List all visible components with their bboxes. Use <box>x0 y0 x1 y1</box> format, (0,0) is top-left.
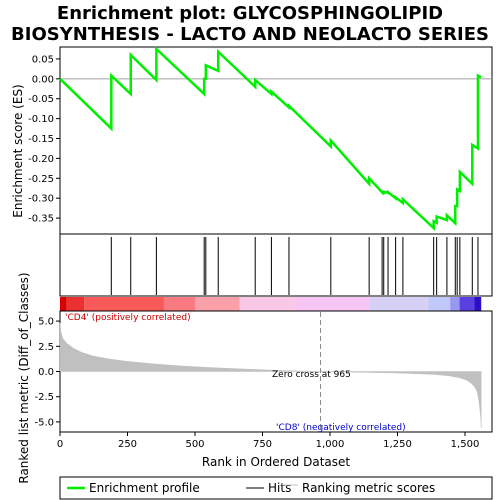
heat-bar-segment <box>474 297 482 311</box>
es-y-axis-label: Enrichment score (ES) <box>11 84 25 217</box>
legend-box <box>59 476 493 500</box>
x-tick-label: 1,500 <box>451 439 480 450</box>
es-y-tick-label: -0.20 <box>28 154 54 165</box>
hits-panel-frame <box>59 233 493 297</box>
enrichment-profile-line <box>59 46 482 231</box>
metric-y-tick-label: 5.0 <box>38 317 54 328</box>
heat-bar-segment <box>459 297 475 311</box>
hits-markers <box>110 237 479 295</box>
positive-class-label: 'CD4' (positively correlated) <box>65 313 191 323</box>
x-axis-label: Rank in Ordered Dataset <box>202 455 350 469</box>
es-y-tick-label: -0.10 <box>28 114 54 125</box>
legend-enrichment-label: Enrichment profile <box>89 481 200 495</box>
metric-y-tick-label: -5.0 <box>34 417 54 428</box>
heat-bar-segment <box>60 297 67 311</box>
heat-bar-segment <box>369 297 429 311</box>
es-y-tick-label: -0.30 <box>28 194 54 205</box>
x-tick-label: 500 <box>185 439 204 450</box>
es-y-tick-label: -0.15 <box>28 134 54 145</box>
x-tick-label: 750 <box>253 439 272 450</box>
metric-y-tick-label: 0.0 <box>38 367 54 378</box>
negative-class-label: 'CD8' (negatively correlated) <box>276 423 406 433</box>
x-tick-label: 1,250 <box>383 439 412 450</box>
heat-bar-segment <box>239 297 295 311</box>
es-y-tick-label: -0.25 <box>28 174 54 185</box>
es-y-axis: 0.05 0.00 -0.05 -0.10 -0.15 -0.20 -0.25 -0.30 -0… <box>28 54 60 225</box>
metric-y-tick-label: 2.5 <box>38 342 54 353</box>
legend-metric-label: Ranking metric scores <box>302 481 435 495</box>
es-y-tick-label: -0.05 <box>28 94 54 105</box>
ranking-metric-area <box>59 323 482 428</box>
es-y-tick-label: 0.05 <box>32 54 54 65</box>
es-y-tick-label: -0.35 <box>28 214 54 225</box>
title-line-2: BIOSYNTHESIS - LACTO AND NEOLACTO SERIES <box>11 24 489 45</box>
x-tick-label: 1,000 <box>316 439 345 450</box>
metric-y-axis: 5.0 2.5 0.0 -2.5 -5.0 <box>34 317 60 428</box>
heat-bar-segment <box>428 297 451 311</box>
x-tick-label: 0 <box>57 439 63 450</box>
zero-cross-label: Zero cross at 965 <box>272 370 351 380</box>
x-tick-label: 250 <box>118 439 137 450</box>
x-axis: 0 250 500 750 1,000 1,250 1,500 <box>57 432 480 450</box>
heat-bar-segment <box>195 297 240 311</box>
ranking-heat-bar <box>60 297 482 311</box>
heat-bar-segment <box>163 297 195 311</box>
es-panel-frame <box>59 46 493 235</box>
heat-bar-segment <box>450 297 460 311</box>
heat-bar-segment <box>294 297 370 311</box>
title-line-1: Enrichment plot: GLYCOSPHINGOLIPID <box>57 3 443 24</box>
legend-hits-label: Hits <box>268 481 291 495</box>
metric-y-tick-label: -2.5 <box>34 392 54 403</box>
es-y-tick-label: 0.00 <box>32 74 54 85</box>
metric-y-axis-label: Ranked list metric (Diff_of_Classes) <box>17 272 31 483</box>
heat-bar-segment <box>66 297 85 311</box>
heat-bar-segment <box>84 297 164 311</box>
